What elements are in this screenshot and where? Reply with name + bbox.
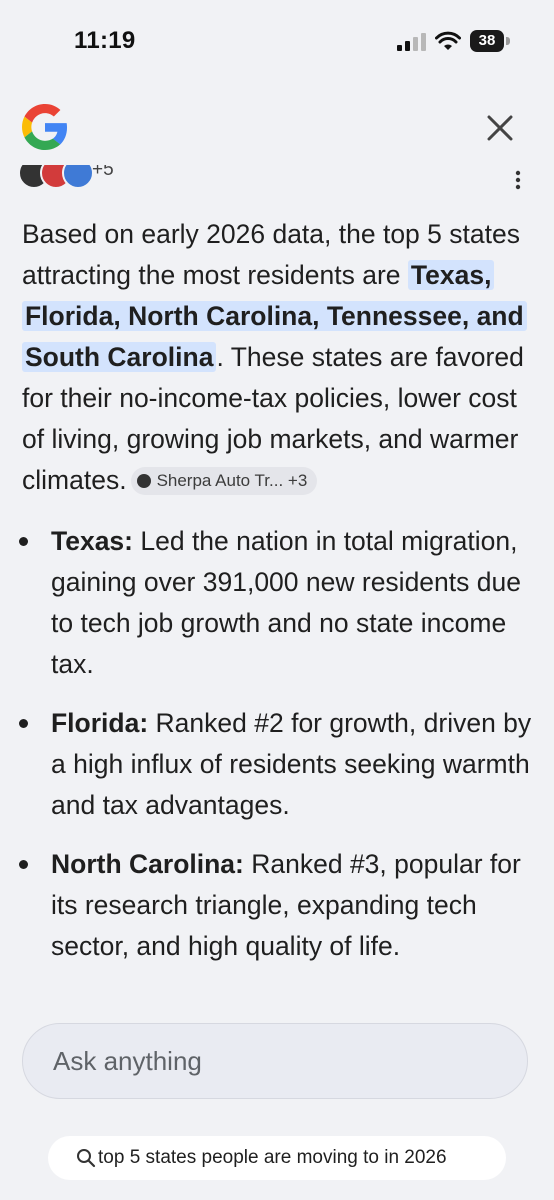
list-item-label: Florida: — [51, 708, 149, 738]
close-icon — [487, 115, 513, 141]
ask-input[interactable] — [51, 1024, 495, 1099]
citation-chip[interactable]: Sherpa Auto Tr... +3 — [130, 467, 318, 495]
answer-intro: Based on early 2026 data, the top 5 stat… — [22, 219, 520, 290]
cellular-signal-icon — [397, 33, 426, 51]
source-logo-icon — [136, 474, 151, 488]
battery-level: 38 — [478, 32, 496, 49]
search-icon — [77, 1149, 96, 1168]
battery-icon: 38 — [470, 30, 510, 52]
source-count: +5 — [92, 165, 114, 180]
more-options-icon[interactable] — [508, 168, 528, 192]
list-item-text: Ranked #3, popular for its research tria… — [51, 849, 521, 961]
state-list: Texas: Led the nation in total migration… — [19, 521, 534, 967]
answer-body: . These states are favored for their no-… — [22, 342, 524, 495]
close-button[interactable] — [478, 106, 522, 150]
ask-box[interactable] — [22, 1023, 528, 1099]
list-item: Florida: Ranked #2 for growth, driven by… — [19, 703, 534, 826]
ai-answer: Based on early 2026 data, the top 5 stat… — [19, 214, 534, 985]
status-time: 11:19 — [74, 27, 136, 54]
google-g-logo-icon — [22, 104, 68, 150]
list-item-label: North Carolina: — [51, 849, 244, 879]
citation-label: Sherpa Auto Tr... +3 — [156, 471, 308, 490]
source-avatar — [62, 165, 94, 187]
list-item-text: Ranked #2 for growth, driven by a high i… — [51, 708, 532, 820]
status-bar: 11:19 38 — [0, 0, 554, 86]
list-item-label: Texas: — [51, 526, 133, 556]
search-query-chip[interactable]: top 5 states people are moving to in 202… — [48, 1136, 506, 1180]
answer-summary: Based on early 2026 data, the top 5 stat… — [22, 214, 534, 501]
list-item: Texas: Led the nation in total migration… — [19, 521, 534, 685]
list-item-text: Led the nation in total migration, gaini… — [51, 526, 521, 679]
list-item: North Carolina: Ranked #3, popular for i… — [19, 844, 534, 967]
wifi-icon — [435, 31, 461, 50]
search-query-text: top 5 states people are moving to in 202… — [98, 1147, 447, 1168]
source-avatars[interactable]: +5 — [18, 165, 118, 187]
